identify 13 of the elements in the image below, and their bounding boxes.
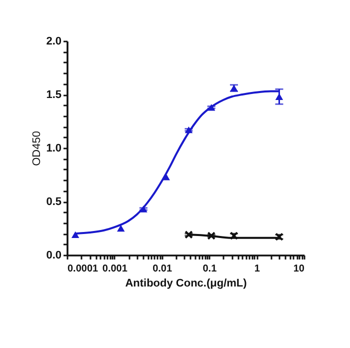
x-tick-label: 1 [254,264,260,274]
x-tick-label: 0.01 [152,264,172,274]
y-tick-label: 2.0 [46,36,62,48]
y-tick-label: 1.0 [46,142,62,154]
x-tick-label: 0.001 [102,264,128,274]
x-tick-label: 10 [293,264,305,274]
x-tick-label: 0.1 [202,264,218,274]
y-tick-label: 0.0 [46,250,62,262]
y-axis-title: OD450 [31,131,44,166]
y-tick-label: 0.5 [46,196,62,208]
y-tick-label: 1.5 [46,89,62,101]
x-tick-label: 0.0001 [68,264,99,274]
x-axis-title: Antibody Conc.(μg/mL) [125,278,248,290]
